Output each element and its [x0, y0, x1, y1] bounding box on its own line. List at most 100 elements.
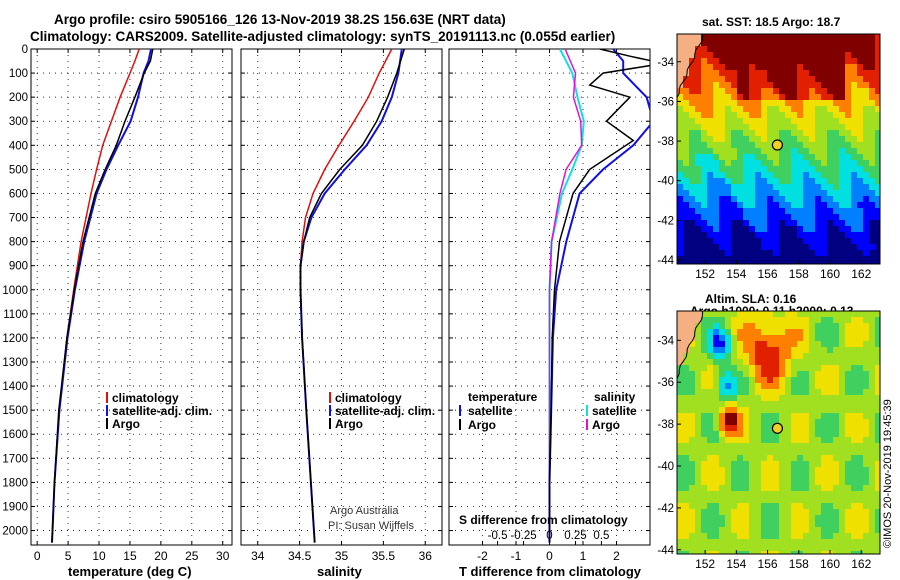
map-cell	[785, 34, 792, 41]
map-cell	[869, 455, 876, 462]
map-cell	[791, 238, 798, 245]
map-cell	[749, 262, 756, 264]
map-cell	[797, 244, 804, 251]
map-cell	[749, 317, 756, 324]
map-cell	[833, 154, 840, 161]
map-cell	[839, 64, 846, 71]
map-cell	[779, 178, 786, 185]
map-cell	[845, 178, 852, 185]
map-cell	[839, 244, 846, 251]
map-cell	[851, 317, 858, 324]
map-cell	[803, 473, 810, 480]
map-cell	[713, 485, 720, 492]
map-cell	[713, 40, 720, 47]
map-cell	[689, 160, 696, 167]
map-cell	[743, 539, 750, 546]
map-cell	[845, 425, 852, 432]
map-cell	[845, 317, 852, 324]
map-cell	[827, 545, 834, 552]
map-cell	[695, 250, 702, 257]
map-cell	[809, 491, 816, 498]
map-cell	[731, 124, 738, 131]
map-cell	[683, 112, 690, 119]
map-cell	[827, 425, 834, 432]
temperature-axis-label: temperature (deg C)	[68, 564, 192, 579]
map-cell	[833, 94, 840, 101]
map-cell	[851, 58, 858, 65]
map-cell	[683, 359, 690, 366]
map-cell	[743, 431, 750, 438]
map-cell	[725, 232, 732, 239]
map-cell	[809, 347, 816, 354]
map-cell	[875, 184, 880, 191]
map-cell	[683, 94, 690, 101]
map-cell	[683, 142, 690, 149]
map-cell	[677, 395, 684, 402]
map-cell	[749, 467, 756, 474]
map-cell	[851, 190, 858, 197]
map-cell	[863, 329, 870, 336]
map-cell	[869, 353, 876, 360]
map-cell	[779, 401, 786, 408]
map-cell	[809, 190, 816, 197]
map-cell	[785, 317, 792, 324]
map-cell	[737, 317, 744, 324]
sst-map-title: sat. SST: 18.5 Argo: 18.7	[702, 15, 841, 29]
map-cell	[719, 52, 726, 59]
map-cell	[821, 437, 828, 444]
map-cell	[737, 473, 744, 480]
map-cell	[773, 58, 780, 65]
map-cell	[797, 425, 804, 432]
map-cell	[677, 58, 684, 65]
map-cell	[707, 82, 714, 89]
salinity-diff-argo-line	[548, 49, 583, 543]
map-cell	[809, 226, 816, 233]
map-cell	[761, 335, 768, 342]
map-cell	[701, 377, 708, 384]
x-tick-label: 0	[34, 549, 41, 563]
map-cell	[833, 124, 840, 131]
map-cell	[797, 407, 804, 414]
salinity-argo-line	[299, 49, 406, 543]
map-cell	[773, 40, 780, 47]
map-cell	[689, 509, 696, 516]
map-cell	[695, 311, 702, 318]
map-cell	[701, 545, 708, 552]
temperature-argo-line	[51, 49, 154, 543]
map-cell	[875, 485, 880, 492]
map-cell	[695, 449, 702, 456]
map-cell	[749, 40, 756, 47]
map-cell	[701, 124, 708, 131]
map-cell	[677, 244, 684, 251]
map-cell	[803, 497, 810, 504]
lat-tick-label: -42	[657, 503, 674, 515]
map-cell	[701, 467, 708, 474]
map-cell	[857, 371, 864, 378]
map-cell	[767, 172, 774, 179]
map-cell	[875, 112, 880, 119]
map-cell	[803, 130, 810, 137]
map-cell	[731, 172, 738, 179]
map-cell	[767, 353, 774, 360]
map-cell	[689, 106, 696, 113]
map-cell	[863, 443, 870, 450]
map-cell	[851, 413, 858, 420]
map-cell	[791, 250, 798, 257]
map-cell	[749, 196, 756, 203]
map-cell	[725, 353, 732, 360]
map-cell	[797, 395, 804, 402]
map-cell	[725, 214, 732, 221]
map-cell	[773, 262, 780, 264]
map-cell	[833, 509, 840, 516]
map-cell	[761, 395, 768, 402]
map-cell	[869, 485, 876, 492]
map-cell	[857, 437, 864, 444]
map-cell	[791, 148, 798, 155]
map-cell	[701, 40, 708, 47]
map-cell	[815, 64, 822, 71]
map-cell	[869, 377, 876, 384]
map-cell	[773, 371, 780, 378]
map-cell	[803, 112, 810, 119]
map-cell	[707, 214, 714, 221]
map-cell	[707, 202, 714, 209]
